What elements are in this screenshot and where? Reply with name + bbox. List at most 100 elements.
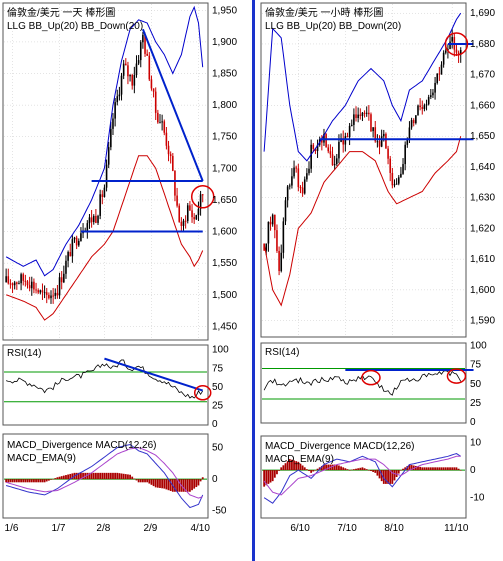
rsi-line [5, 359, 204, 399]
candle-body [353, 114, 355, 125]
macd-histogram-bar [150, 479, 153, 485]
price-tick-label: 1,630 [470, 193, 495, 204]
macd-histogram-bar [395, 470, 398, 477]
macd-histogram-bar [120, 473, 123, 480]
candle-body [131, 75, 134, 86]
candle-body [350, 124, 353, 126]
candle-body [417, 105, 419, 116]
candle-body [265, 243, 268, 251]
macd-histogram-bar [308, 470, 310, 472]
candle-body [195, 215, 198, 220]
macd-histogram-bar [165, 479, 168, 490]
candle-body [161, 121, 163, 123]
macd-histogram-bar [146, 479, 149, 483]
price-tick-label: 1,600 [470, 285, 495, 296]
candle-body [269, 221, 272, 225]
candle-body [430, 95, 432, 98]
macd-histogram-bar [438, 467, 441, 471]
candle-body [451, 37, 453, 42]
macd-histogram-bar [18, 479, 20, 483]
x-tick-label: 6/10 [290, 523, 310, 534]
macd-histogram-bar [378, 470, 381, 479]
rsi-tick-label: 0 [212, 419, 218, 430]
macd-histogram-bar [107, 472, 110, 480]
macd-histogram-bar [269, 470, 272, 483]
macd-tick-label: 0 [470, 465, 476, 476]
right-macd-series [262, 453, 465, 504]
macd-histogram-bar [348, 470, 351, 471]
candle-body [389, 158, 392, 174]
macd-histogram-bar [137, 479, 140, 483]
macd-histogram-bar [419, 466, 422, 471]
left-x-axis: 1/6 1/7 2/8 2/9 4/10 [5, 523, 211, 534]
candle-body [438, 73, 441, 75]
candle-body [63, 273, 65, 283]
right-price-axis: 1,690 1,680 1,670 1,660 1,650 1,640 1,630 1,620… [470, 8, 495, 326]
candle-body [133, 74, 136, 86]
candle-body [293, 167, 295, 177]
macd-histogram-bar [355, 468, 357, 471]
right-price-series [263, 12, 462, 307]
candle-body [197, 208, 200, 216]
candle-body [30, 281, 33, 289]
candle-body [312, 144, 315, 149]
macd-histogram-bar [22, 479, 25, 483]
candle-body [395, 183, 398, 185]
x-tick-label: 8/10 [384, 523, 404, 534]
candle-body [159, 122, 161, 124]
price-tick-label: 1,590 [470, 316, 495, 327]
macd-histogram-bar [342, 467, 345, 471]
right-macd-title: MACD_Divergence MACD(12,26) [265, 441, 415, 452]
right-macd-ema-title: MACD_EMA(9) [265, 454, 334, 465]
price-tick-label: 1,620 [470, 223, 495, 234]
macd-histogram-bar [344, 468, 347, 471]
macd-histogram-bar [404, 467, 407, 471]
candle-body [263, 243, 265, 251]
candle-body [314, 148, 317, 152]
bb-up-line [263, 12, 462, 162]
macd-histogram-bar [60, 476, 63, 480]
macd-histogram-bar [297, 461, 300, 471]
candle-body [342, 138, 344, 145]
candle-body [174, 170, 176, 196]
candle-body [434, 82, 436, 93]
macd-histogram-bar [288, 459, 291, 471]
right-price-frame [260, 2, 467, 338]
candle-body [295, 167, 297, 169]
macd-histogram-bar [169, 479, 172, 491]
price-tick-label: 1,680 [470, 39, 495, 50]
macd-histogram-bar [284, 463, 287, 471]
candle-body [60, 277, 63, 283]
macd-histogram-bar [389, 470, 392, 484]
macd-histogram-bar [442, 467, 445, 471]
candle-body [33, 281, 35, 290]
candle-body [86, 223, 89, 231]
candle-body [24, 280, 27, 282]
macd-histogram-bar [357, 468, 360, 471]
macd-ema-line [5, 447, 203, 499]
macd-histogram-bar [182, 479, 185, 492]
left-macd-frame [2, 433, 209, 519]
candle-body [5, 276, 7, 283]
macd-histogram-bar [301, 465, 304, 471]
macd-histogram-bar [33, 479, 35, 483]
macd-histogram-bar [41, 479, 44, 483]
macd-histogram-bar [399, 470, 402, 471]
candle-body [419, 105, 421, 108]
macd-histogram-bar [161, 479, 164, 489]
macd-histogram-bar [414, 465, 417, 471]
left-macd-title: MACD_Divergence MACD(12,26) [7, 440, 157, 451]
macd-histogram-bar [320, 465, 323, 471]
price-tick-label: 1,450 [212, 321, 237, 332]
macd-histogram-bar [361, 467, 364, 471]
macd-histogram-bar [37, 479, 40, 483]
candle-body [56, 292, 59, 296]
candle-body [13, 282, 16, 286]
right-price-annotations [319, 32, 474, 141]
candle-body [459, 50, 462, 55]
macd-histogram-bar [459, 470, 462, 471]
candle-body [120, 75, 123, 95]
macd-histogram-bar [449, 467, 451, 471]
candle-body [291, 176, 293, 186]
